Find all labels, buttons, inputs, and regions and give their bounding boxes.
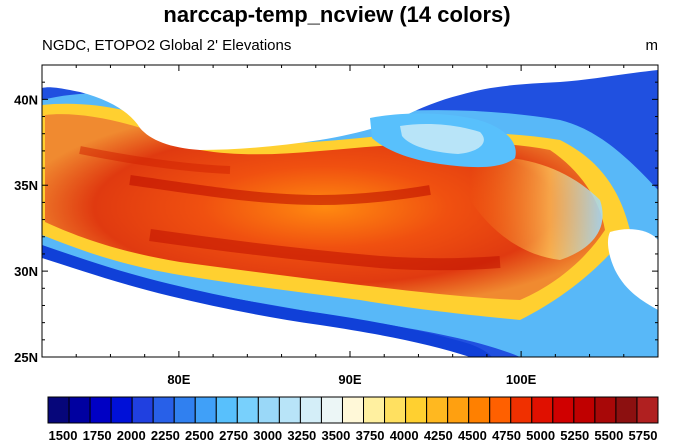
y-tick-label: 40N: [14, 92, 38, 107]
colorbar-label: 2500: [185, 428, 214, 442]
x-tick-label: 80E: [167, 372, 190, 387]
x-tick-label: 100E: [506, 372, 537, 387]
colorbar-label: 2750: [219, 428, 248, 442]
colorbar-swatch: [257, 396, 280, 424]
colorbar-swatch: [194, 396, 217, 424]
colorbar-swatch: [89, 396, 112, 424]
colorbar-swatch: [552, 396, 575, 424]
colorbar-label: 3250: [287, 428, 316, 442]
x-tick-label: 90E: [338, 372, 361, 387]
colorbar-swatch: [341, 396, 365, 424]
figure-title: narccap-temp_ncview (14 colors): [163, 2, 510, 27]
colorbar-label: 1500: [49, 428, 78, 442]
y-tick-label: 35N: [14, 178, 38, 193]
colorbar-label: 4000: [390, 428, 419, 442]
colorbar-label: 5250: [560, 428, 589, 442]
colorbar-swatch: [384, 396, 407, 424]
colorbar: [47, 396, 659, 424]
colorbar-labels: 1500 1750 2000 2250 2500 2750 3000 3250 3500 3750…: [49, 428, 658, 442]
colorbar-swatch: [215, 396, 238, 424]
colorbar-swatch: [531, 396, 554, 424]
colorbar-swatch: [573, 396, 596, 424]
colorbar-swatch: [278, 396, 301, 424]
colorbar-label: 3000: [253, 428, 282, 442]
colorbar-label: 4250: [424, 428, 453, 442]
colorbar-label: 4500: [458, 428, 487, 442]
colorbar-swatch: [447, 396, 470, 424]
colorbar-swatch: [236, 396, 259, 424]
colorbar-label: 5000: [526, 428, 555, 442]
colorbar-swatch: [489, 396, 512, 424]
colorbar-swatch: [47, 396, 70, 424]
elevation-map: [42, 65, 658, 357]
colorbar-label: 4750: [492, 428, 521, 442]
dataset-subtitle: NGDC, ETOPO2 Global 2' Elevations: [42, 37, 291, 54]
colorbar-swatch: [636, 396, 659, 424]
y-tick-label: 25N: [14, 350, 38, 365]
colorbar-label: 2000: [117, 428, 146, 442]
colorbar-label: 2250: [151, 428, 180, 442]
colorbar-swatch: [594, 396, 617, 424]
colorbar-swatch: [405, 396, 428, 424]
colorbar-label: 5750: [629, 428, 658, 442]
colorbar-label: 3500: [321, 428, 350, 442]
colorbar-swatch: [131, 396, 154, 424]
colorbar-label: 3750: [356, 428, 385, 442]
colorbar-label: 1750: [83, 428, 112, 442]
latitude-axis: 40N 35N 30N 25N: [14, 81, 658, 365]
colorbar-swatch: [173, 396, 196, 424]
colorbar-swatch: [320, 396, 343, 424]
y-tick-label: 30N: [14, 264, 38, 279]
colorbar-swatch: [468, 396, 491, 424]
colorbar-label: 5500: [594, 428, 623, 442]
colorbar-swatch: [426, 396, 449, 424]
colorbar-swatch: [68, 396, 91, 424]
colorbar-swatch: [363, 396, 386, 424]
colorbar-swatch: [110, 396, 133, 424]
colorbar-swatch: [510, 396, 533, 424]
units-label: m: [646, 37, 659, 54]
colorbar-swatch: [299, 396, 322, 424]
colorbar-swatch: [615, 396, 638, 424]
longitude-axis: 80E 90E 100E: [75, 65, 625, 387]
colorbar-swatch: [152, 396, 175, 424]
